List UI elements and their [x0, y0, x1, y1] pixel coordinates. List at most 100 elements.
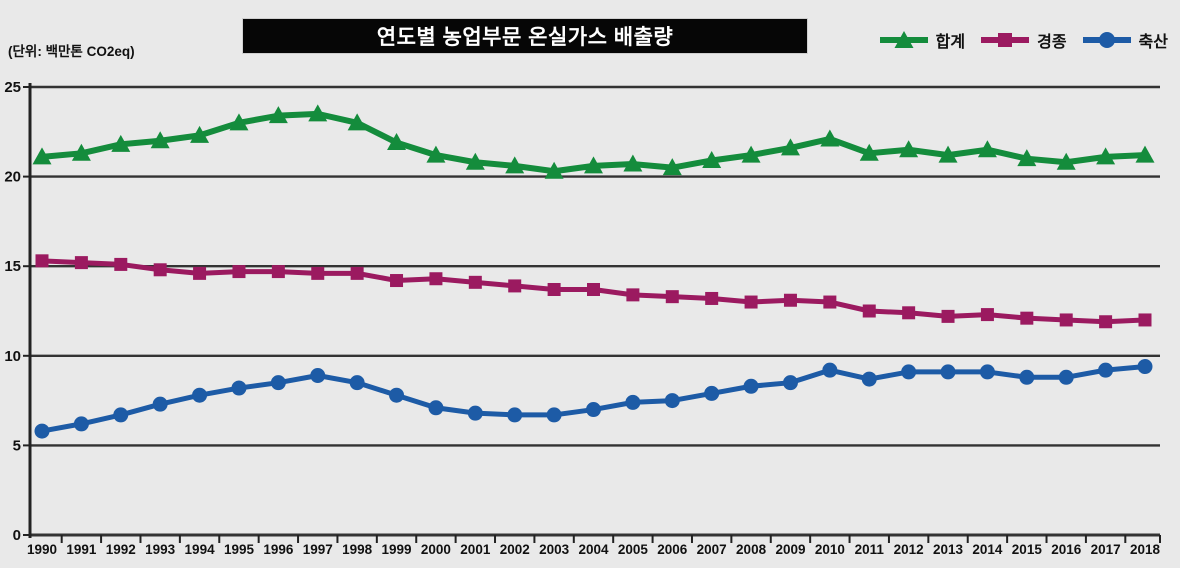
- livestock-marker: [231, 380, 247, 396]
- crop-marker: [862, 304, 876, 318]
- livestock-marker: [782, 375, 798, 391]
- crop-marker: [114, 257, 128, 271]
- total-marker: [347, 113, 367, 131]
- crop-marker: [587, 282, 600, 296]
- unit-label: (단위: 백만톤 CO2eq): [8, 44, 135, 59]
- x-axis-label-1995: 1995: [224, 542, 255, 557]
- x-axis-label-1990: 1990: [27, 542, 57, 557]
- crop-marker: [429, 272, 443, 286]
- x-axis-label-2000: 2000: [421, 542, 451, 557]
- total-marker: [1096, 147, 1116, 165]
- total-legend-swatch-icon: [879, 31, 928, 48]
- livestock-marker: [270, 375, 286, 391]
- x-axis-label-2009: 2009: [775, 542, 805, 557]
- x-axis-label-1993: 1993: [145, 542, 176, 557]
- x-axis-label-2010: 2010: [815, 542, 845, 557]
- crop-marker: [1138, 313, 1152, 327]
- livestock-marker: [310, 368, 326, 384]
- y-axis-label-20: 20: [4, 169, 21, 186]
- crop-marker: [35, 254, 49, 268]
- crop-marker: [390, 274, 404, 288]
- x-axis-label-2011: 2011: [855, 542, 885, 557]
- livestock-marker: [1137, 359, 1153, 375]
- crop-marker: [508, 279, 522, 293]
- crop-marker: [744, 295, 758, 309]
- livestock-marker: [1058, 369, 1074, 385]
- legend-label-total: 합계: [935, 34, 966, 51]
- legend-item-livestock: 축산: [1082, 28, 1168, 52]
- legend-label-livestock: 축산: [1138, 34, 1168, 51]
- livestock-marker: [940, 364, 956, 380]
- total-marker: [584, 156, 603, 174]
- crop-legend-swatch-icon: [981, 33, 1030, 47]
- total-marker: [1056, 152, 1076, 170]
- livestock-marker: [743, 378, 759, 394]
- y-axis-label-25: 25: [4, 79, 21, 96]
- total-marker: [544, 161, 564, 179]
- total-marker: [190, 125, 210, 143]
- total-marker: [1017, 149, 1037, 167]
- total-marker: [662, 158, 682, 176]
- x-axis-label-2003: 2003: [539, 542, 570, 557]
- crop-marker: [1059, 313, 1073, 327]
- chart-title-box: 연도별 농업부문 온실가스 배출량: [243, 19, 807, 53]
- livestock-marker: [192, 387, 208, 403]
- livestock-marker: [625, 394, 641, 410]
- crop-marker: [1099, 315, 1113, 329]
- total-marker: [32, 147, 52, 165]
- livestock-marker: [546, 407, 562, 423]
- x-axis-label-2015: 2015: [1012, 542, 1043, 557]
- livestock-marker: [1098, 362, 1114, 378]
- total-marker: [308, 104, 328, 122]
- total-marker: [150, 131, 170, 149]
- chart-title: 연도별 농업부문 온실가스 배출량: [376, 26, 674, 49]
- crop-marker: [271, 265, 285, 279]
- x-axis-label-2004: 2004: [578, 542, 609, 557]
- y-axis-label-15: 15: [4, 258, 21, 275]
- total-marker: [780, 138, 800, 156]
- total-marker: [268, 106, 288, 124]
- livestock-marker: [428, 400, 444, 416]
- total-marker: [505, 156, 525, 174]
- x-axis-label-2012: 2012: [894, 542, 924, 557]
- x-axis-label-2007: 2007: [697, 542, 727, 557]
- x-axis-label-1991: 1991: [66, 542, 97, 557]
- total-marker: [702, 150, 722, 168]
- x-axis-label-1992: 1992: [106, 542, 136, 557]
- x-axis-label-2006: 2006: [657, 542, 688, 557]
- crop-marker: [153, 263, 167, 277]
- livestock-marker: [113, 407, 129, 423]
- x-axis-label-2001: 2001: [460, 542, 491, 557]
- livestock-marker: [507, 407, 523, 423]
- x-axis-label-2014: 2014: [972, 542, 1003, 557]
- y-axis-label-0: 0: [13, 527, 21, 544]
- livestock-marker: [822, 362, 838, 378]
- x-axis-label-1994: 1994: [185, 542, 216, 557]
- legend: 합계 경종 축산: [879, 28, 1168, 52]
- livestock-legend-swatch-icon: [1082, 32, 1131, 48]
- x-axis-label-1997: 1997: [303, 542, 333, 557]
- crop-marker: [902, 306, 916, 320]
- crop-marker: [941, 309, 955, 323]
- crop-marker: [823, 295, 837, 309]
- total-marker: [820, 129, 840, 147]
- crop-marker: [468, 275, 482, 289]
- total-marker: [899, 140, 919, 158]
- crop-marker: [74, 256, 88, 270]
- x-axis-label-2005: 2005: [618, 542, 649, 557]
- y-axis-label-5: 5: [13, 437, 21, 454]
- livestock-marker: [349, 375, 365, 391]
- crop-marker: [626, 288, 640, 302]
- livestock-marker: [704, 385, 720, 401]
- total-marker: [741, 145, 761, 163]
- x-axis-label-2002: 2002: [500, 542, 530, 557]
- total-marker: [1135, 145, 1155, 163]
- crop-marker: [193, 266, 207, 280]
- livestock-series-line: [41, 364, 1146, 434]
- crop-marker: [705, 291, 719, 305]
- livestock-marker: [467, 405, 483, 421]
- total-marker: [111, 134, 131, 152]
- x-axis-label-1999: 1999: [382, 542, 412, 557]
